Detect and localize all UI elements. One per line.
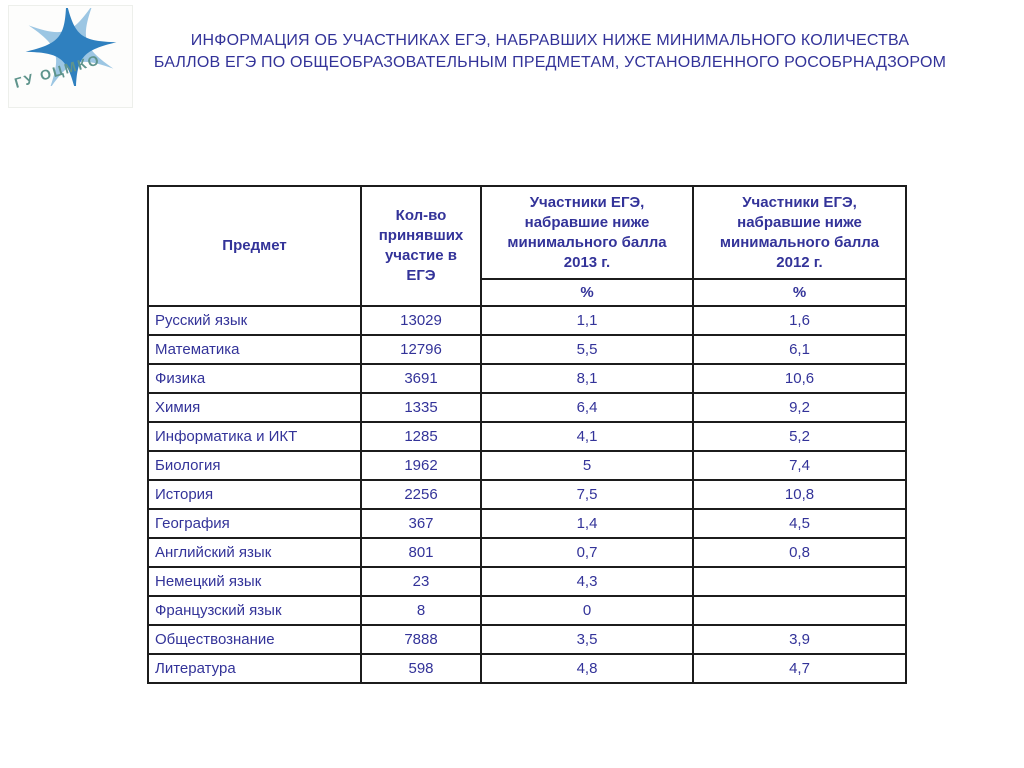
pct-2013-cell: 0,7	[480, 537, 694, 568]
table-row: Французский язык 8 0	[147, 595, 907, 626]
subject-cell: Физика	[147, 363, 362, 394]
subject-cell: Литература	[147, 653, 362, 684]
header-subject: Предмет	[147, 185, 362, 307]
table-row: Физика 3691 8,1 10,6	[147, 363, 907, 394]
pct-2012-cell: 4,5	[692, 508, 907, 539]
header-row-main: Предмет Кол-во принявших участие в ЕГЭ У…	[147, 185, 907, 307]
count-cell: 12796	[360, 334, 482, 365]
count-cell: 367	[360, 508, 482, 539]
subject-cell: Химия	[147, 392, 362, 423]
pct-2013-cell: 5,5	[480, 334, 694, 365]
count-cell: 2256	[360, 479, 482, 510]
pct-2013-cell: 7,5	[480, 479, 694, 510]
table-row: География 367 1,4 4,5	[147, 508, 907, 539]
subject-cell: Биология	[147, 450, 362, 481]
table-row: Обществознание 7888 3,5 3,9	[147, 624, 907, 655]
count-cell: 7888	[360, 624, 482, 655]
header-below-min-2012: Участники ЕГЭ, набравшие ниже минимально…	[692, 185, 907, 280]
page-title: ИНФОРМАЦИЯ ОБ УЧАСТНИКАХ ЕГЭ, НАБРАВШИХ …	[110, 30, 990, 74]
pct-2012-cell: 3,9	[692, 624, 907, 655]
header-percent-2013: %	[480, 278, 694, 307]
table-row: Русский язык 13029 1,1 1,6	[147, 305, 907, 336]
subject-cell: Информатика и ИКТ	[147, 421, 362, 452]
header-row-percent: % %	[148, 278, 907, 307]
pct-2013-cell: 1,4	[480, 508, 694, 539]
pct-2012-cell	[692, 566, 907, 597]
subject-cell: Математика	[147, 334, 362, 365]
pct-2013-cell: 6,4	[480, 392, 694, 423]
header-participation-count: Кол-во принявших участие в ЕГЭ	[360, 185, 482, 307]
subject-cell: Английский язык	[147, 537, 362, 568]
pct-2012-cell: 1,6	[692, 305, 907, 336]
table-row: Информатика и ИКТ 1285 4,1 5,2	[147, 421, 907, 452]
pct-2012-cell: 7,4	[692, 450, 907, 481]
subject-cell: Французский язык	[147, 595, 362, 626]
pct-2012-cell: 0,8	[692, 537, 907, 568]
header-percent-2012: %	[692, 278, 907, 307]
pct-2013-cell: 0	[480, 595, 694, 626]
subject-cell: Обществознание	[147, 624, 362, 655]
subject-cell: История	[147, 479, 362, 510]
pct-2013-cell: 4,1	[480, 421, 694, 452]
pct-2013-cell: 8,1	[480, 363, 694, 394]
count-cell: 13029	[360, 305, 482, 336]
pct-2012-cell	[692, 595, 907, 626]
page-title-line-2: БАЛЛОВ ЕГЭ ПО ОБЩЕОБРАЗОВАТЕЛЬНЫМ ПРЕДМЕ…	[153, 54, 947, 71]
page-title-line-1: ИНФОРМАЦИЯ ОБ УЧАСТНИКАХ ЕГЭ, НАБРАВШИХ …	[190, 32, 910, 49]
count-cell: 1962	[360, 450, 482, 481]
star-icon	[23, 1, 119, 93]
count-cell: 1335	[360, 392, 482, 423]
count-cell: 801	[360, 537, 482, 568]
count-cell: 23	[360, 566, 482, 597]
table-row: Немецкий язык 23 4,3	[147, 566, 907, 597]
table-row: Английский язык 801 0,7 0,8	[147, 537, 907, 568]
pct-2012-cell: 6,1	[692, 334, 907, 365]
pct-2012-cell: 4,7	[692, 653, 907, 684]
pct-2013-cell: 3,5	[480, 624, 694, 655]
table-row: Биология 1962 5 7,4	[147, 450, 907, 481]
count-cell: 3691	[360, 363, 482, 394]
logo-box: ГУ ОЦМКО	[8, 1, 133, 108]
subject-cell: Русский язык	[147, 305, 362, 336]
table-row: Литература 598 4,8 4,7	[147, 653, 907, 684]
subject-cell: География	[147, 508, 362, 539]
table-row: Математика 12796 5,5 6,1	[147, 334, 907, 365]
header-below-min-2013: Участники ЕГЭ, набравшие ниже минимально…	[480, 185, 694, 280]
table-row: История 2256 7,5 10,8	[147, 479, 907, 510]
pct-2012-cell: 10,8	[692, 479, 907, 510]
pct-2013-cell: 1,1	[480, 305, 694, 336]
count-cell: 8	[360, 595, 482, 626]
pct-2012-cell: 9,2	[692, 392, 907, 423]
ege-results-table: Предмет Кол-во принявших участие в ЕГЭ У…	[147, 185, 907, 684]
count-cell: 598	[360, 653, 482, 684]
pct-2013-cell: 5	[480, 450, 694, 481]
pct-2012-cell: 5,2	[692, 421, 907, 452]
pct-2012-cell: 10,6	[692, 363, 907, 394]
pct-2013-cell: 4,3	[480, 566, 694, 597]
count-cell: 1285	[360, 421, 482, 452]
subject-cell: Немецкий язык	[147, 566, 362, 597]
table-row: Химия 1335 6,4 9,2	[147, 392, 907, 423]
pct-2013-cell: 4,8	[480, 653, 694, 684]
